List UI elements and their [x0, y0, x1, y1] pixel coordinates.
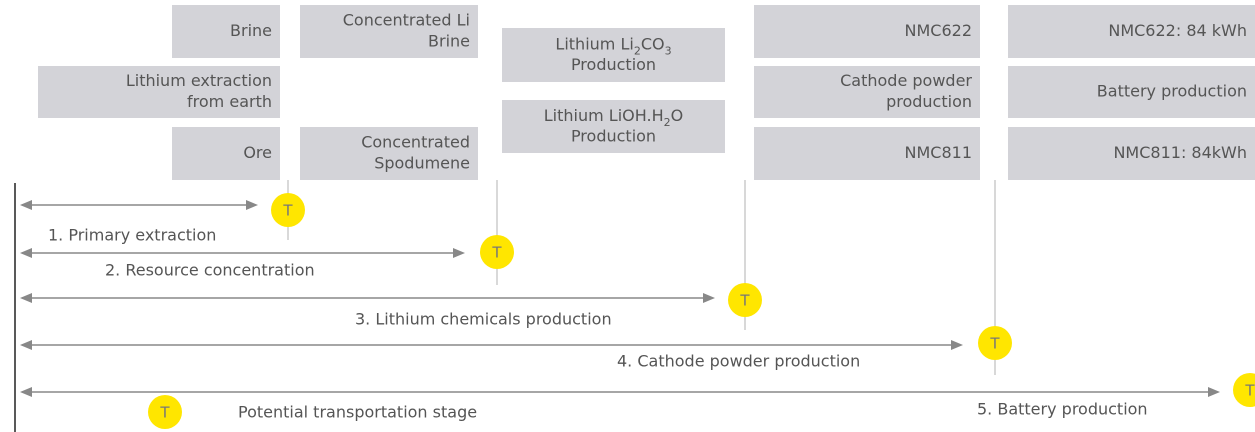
arrow-head — [20, 293, 32, 303]
transport-marker — [480, 235, 514, 269]
box-text: from earth — [187, 92, 272, 111]
stage-label: 4. Cathode powder production — [617, 352, 860, 371]
arrow-head — [20, 200, 32, 210]
stage-box — [172, 127, 280, 180]
legend-marker-text: T — [159, 404, 170, 422]
marker-text: T — [989, 335, 1000, 353]
marker-text: T — [739, 292, 750, 310]
box-text: Concentrated — [361, 133, 470, 152]
box-text: Battery production — [1097, 82, 1247, 101]
box-text: NMC622: 84 kWh — [1108, 21, 1247, 40]
box-text: Cathode powder — [840, 71, 972, 90]
marker-text: T — [491, 244, 502, 262]
box-text-part: Lithium LiOH.H — [544, 106, 664, 125]
box-text: Production — [571, 127, 656, 146]
box-text-part: 3 — [665, 44, 672, 57]
arrow-head — [20, 387, 32, 397]
box-text: NMC622 — [905, 21, 972, 40]
stage-label: 3. Lithium chemicals production — [355, 310, 612, 329]
stage-box — [172, 5, 280, 58]
stage-box — [38, 66, 280, 118]
transport-marker — [1233, 373, 1255, 407]
transport-marker — [728, 283, 762, 317]
arrow-head — [1208, 387, 1220, 397]
box-text: Production — [571, 55, 656, 74]
arrow-head — [703, 293, 715, 303]
box-text: production — [886, 92, 972, 111]
stage-label: 2. Resource concentration — [105, 261, 315, 280]
box-text: NMC811: 84kWh — [1113, 143, 1247, 162]
stage-label: 1. Primary extraction — [48, 226, 216, 245]
stage-label: 5. Battery production — [977, 400, 1148, 419]
box-text: Ore — [243, 143, 272, 162]
box-text: Lithium Li2CO3 — [555, 34, 671, 57]
box-text-part: 2 — [634, 44, 641, 57]
arrow-head — [951, 340, 963, 350]
arrow-head — [453, 248, 465, 258]
marker-text: T — [1244, 382, 1255, 400]
transport-marker — [271, 193, 305, 227]
box-text: Lithium extraction — [126, 71, 272, 90]
marker-text: T — [282, 202, 293, 220]
legend-label: Potential transportation stage — [238, 403, 477, 422]
box-text: Brine — [230, 21, 272, 40]
box-text-part: 2 — [664, 116, 671, 129]
box-text-part: CO — [641, 34, 665, 53]
stage-box — [300, 127, 478, 180]
box-text: Spodumene — [374, 154, 470, 173]
box-text: Brine — [428, 32, 470, 51]
box-text: NMC811 — [905, 143, 972, 162]
stage-box — [1008, 66, 1255, 118]
box-text: Lithium LiOH.H2O — [544, 106, 683, 129]
box-text: Concentrated Li — [343, 11, 470, 30]
stage-box — [754, 66, 980, 118]
arrow-head — [20, 248, 32, 258]
box-text-part: O — [671, 106, 684, 125]
stage-box — [754, 5, 980, 58]
stage-box — [754, 127, 980, 180]
arrow-head — [20, 340, 32, 350]
box-text-part: Lithium Li — [555, 34, 633, 53]
stage-box — [502, 100, 725, 153]
arrow-head — [246, 200, 258, 210]
legend-marker — [148, 395, 182, 429]
stage-box — [1008, 5, 1255, 58]
stage-box — [1008, 127, 1255, 180]
stage-box — [502, 28, 725, 82]
transport-marker — [978, 326, 1012, 360]
stage-box — [300, 5, 478, 58]
